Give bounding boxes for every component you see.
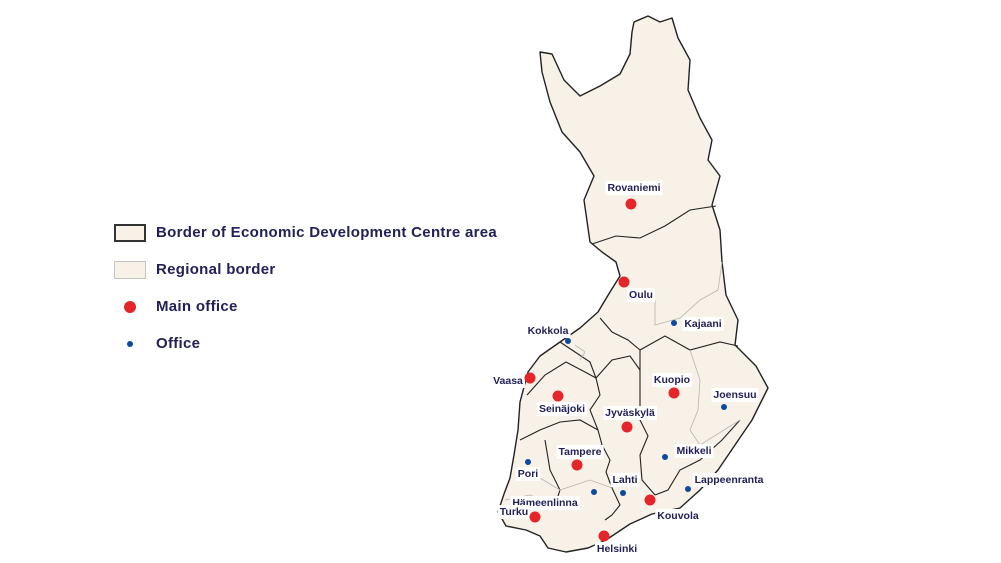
city-label-background <box>536 402 588 416</box>
city-marker-kajaani: Kajaani <box>671 317 724 331</box>
city-marker-mikkeli: Mikkeli <box>662 444 714 460</box>
main-office-dot-icon <box>571 459 583 471</box>
city-label-background <box>682 317 724 331</box>
city-label: Kuopio <box>654 374 690 386</box>
main-office-dot-icon <box>618 276 630 288</box>
city-label: Tampere <box>559 446 602 458</box>
city-marker-jyväskylä: Jyväskylä <box>603 406 657 433</box>
city-label-background <box>515 467 541 481</box>
city-marker-kouvola: Kouvola <box>644 494 701 523</box>
city-label-background <box>651 373 693 387</box>
city-label: Rovaniemi <box>607 182 660 194</box>
city-marker-turku: Turku <box>497 505 541 523</box>
city-marker-lappeenranta: Lappeenranta <box>685 473 766 492</box>
city-label-background <box>497 505 531 519</box>
main-office-dot-icon <box>598 530 610 542</box>
city-label: Mikkeli <box>676 445 711 457</box>
office-dot-icon <box>685 486 691 492</box>
main-office-dot-icon <box>529 511 541 523</box>
city-marker-vaasa: Vaasa <box>491 372 536 388</box>
legend-main-office: Main office <box>112 288 497 325</box>
city-marker-joensuu: Joensuu <box>711 388 759 410</box>
legend-label: Regional border <box>156 261 276 278</box>
city-marker-oulu: Oulu <box>618 276 655 302</box>
city-label: Lappeenranta <box>695 474 764 486</box>
legend-label: Main office <box>156 298 238 315</box>
city-label: Kajaani <box>684 318 721 330</box>
city-label: Helsinki <box>597 543 637 555</box>
office-dot-icon <box>671 320 677 326</box>
city-label-background <box>491 374 526 388</box>
city-marker-pori: Pori <box>515 459 541 481</box>
city-label: Jyväskylä <box>605 407 655 419</box>
city-label-background <box>655 509 701 523</box>
city-label-background <box>674 444 714 458</box>
city-marker-lahti: Lahti <box>610 473 640 496</box>
legend-label: Office <box>156 335 201 352</box>
main-office-dot-icon <box>625 198 637 210</box>
city-label-background <box>627 288 655 302</box>
main-office-dot-icon <box>524 372 536 384</box>
office-dot-icon <box>525 459 531 465</box>
map-legend: Border of Economic Development Centre ar… <box>112 214 497 362</box>
main-office-dot-icon <box>552 390 564 402</box>
city-label-background <box>711 388 759 402</box>
office-dot-icon <box>565 338 571 344</box>
office-dot-icon <box>721 404 727 410</box>
city-label-background <box>605 181 663 195</box>
city-label: Kouvola <box>657 510 699 522</box>
legend-office: Office <box>112 325 497 362</box>
legend-regional-border: Regional border <box>112 251 497 288</box>
city-marker-helsinki: Helsinki <box>594 530 640 556</box>
office-dot-icon <box>662 454 668 460</box>
city-marker-seinäjoki: Seinäjoki <box>536 390 588 416</box>
city-label: Turku <box>500 506 528 518</box>
city-label-background <box>556 445 604 459</box>
city-label-background <box>692 473 766 487</box>
city-label: Lahti <box>612 474 637 486</box>
city-label-background <box>610 473 640 487</box>
city-marker-kokkola: Kokkola <box>525 324 571 344</box>
city-marker-tampere: Tampere <box>556 445 604 471</box>
legend-edc-border: Border of Economic Development Centre ar… <box>112 214 497 251</box>
city-label: Seinäjoki <box>539 403 585 415</box>
city-marker-rovaniemi: Rovaniemi <box>605 181 663 210</box>
office-dot-icon <box>620 490 626 496</box>
city-label: Joensuu <box>713 389 756 401</box>
city-label-background <box>525 324 571 338</box>
city-label: Kokkola <box>528 325 569 337</box>
main-office-dot-icon <box>644 494 656 506</box>
regional-border-swatch <box>114 260 146 279</box>
city-label: Oulu <box>629 289 653 301</box>
city-label: Pori <box>518 468 539 480</box>
city-label-background <box>594 542 640 556</box>
main-office-dot-icon <box>668 387 680 399</box>
office-dot-icon <box>591 489 597 495</box>
main-office-dot-icon <box>124 300 136 313</box>
edc-border-swatch <box>114 223 146 242</box>
legend-label: Border of Economic Development Centre ar… <box>156 224 498 241</box>
main-office-dot-icon <box>621 421 633 433</box>
country-outline <box>497 15 769 553</box>
city-label: Vaasa <box>493 375 523 387</box>
city-marker-kuopio: Kuopio <box>651 373 693 399</box>
city-label-background <box>603 406 657 420</box>
office-dot-icon <box>127 340 133 347</box>
